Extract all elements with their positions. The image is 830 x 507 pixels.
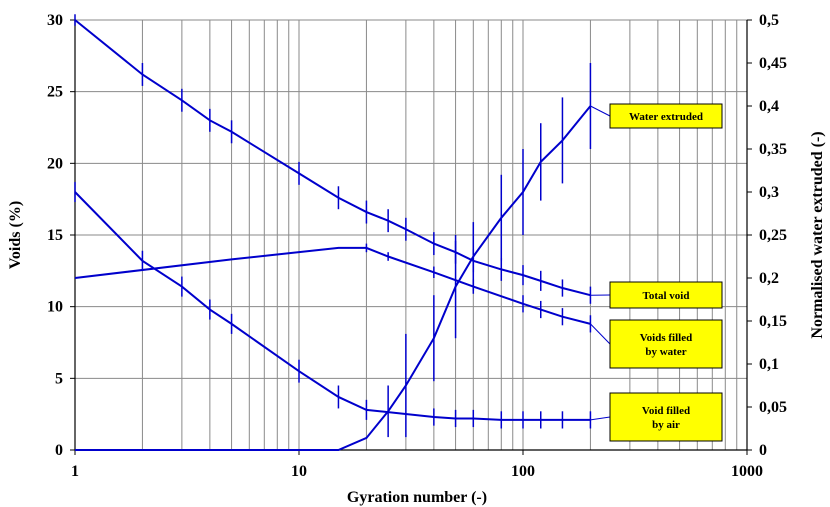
axes [70, 19, 752, 455]
callout-box [609, 319, 723, 369]
callout-label: by air [652, 419, 680, 431]
y-right-tick-label: 0,25 [759, 227, 787, 244]
y-right-tick-label: 0,35 [759, 141, 787, 158]
callout-total-void: Total void [590, 281, 723, 309]
callout-water-extruded: Water extruded [590, 103, 723, 129]
y-axis-left-title: Voids (%) [7, 201, 24, 269]
callout-box [609, 103, 723, 129]
callout-voids-filled-by-water: Voids filled by water [590, 319, 723, 369]
y-right-tick-label: 0,3 [759, 184, 779, 201]
callout-label: Void filled [642, 405, 690, 417]
callout-leader [590, 416, 611, 421]
callout-leader [590, 105, 611, 117]
callout-label: Total void [643, 290, 690, 302]
y-left-tick-label: 5 [55, 370, 63, 387]
y-left-tick-label: 30 [47, 12, 63, 29]
callout-void-filled-by-air: Void filled by air [590, 392, 723, 442]
tick-labels: 0 5 10 15 20 25 30 0 0,05 0,1 0,15 0,2 0,25 0,3 0,35 0,… [47, 12, 787, 480]
y-right-tick-label: 0,15 [759, 313, 787, 330]
y-right-tick-label: 0,4 [759, 98, 779, 115]
y-left-tick-label: 10 [47, 299, 63, 316]
series-voids-filled-by-water [74, 243, 592, 333]
series-line [74, 19, 591, 297]
series-layer [74, 14, 592, 451]
series-void-filled-by-air [74, 181, 592, 429]
y-left-tick-label: 15 [47, 227, 63, 244]
y-axis-right-title: Normalised water extruded (-) [809, 131, 826, 338]
callout-box [609, 281, 723, 309]
y-left-tick-label: 0 [55, 442, 63, 459]
x-tick-label: 1 [71, 463, 79, 480]
series-water-extruded [75, 63, 592, 451]
grid-lines [74, 19, 748, 451]
y-right-tick-label: 0,05 [759, 399, 787, 416]
x-tick-label: 1000 [731, 463, 763, 480]
series-line [74, 191, 591, 421]
y-right-tick-label: 0,45 [759, 55, 787, 72]
callout-box [609, 392, 723, 442]
callout-label: Voids filled [640, 332, 692, 344]
callout-leader [590, 323, 611, 345]
y-left-tick-label: 20 [47, 155, 63, 172]
y-right-tick-label: 0,1 [759, 356, 779, 373]
y-right-tick-label: 0,2 [759, 270, 779, 287]
y-left-tick-label: 25 [47, 84, 63, 101]
x-tick-label: 100 [511, 463, 535, 480]
callout-label: by water [645, 346, 686, 358]
x-axis-title: Gyration number (-) [347, 489, 487, 506]
callout-label: Water extruded [629, 111, 703, 123]
callouts: Water extruded Total void Voids filled by w… [590, 103, 723, 442]
y-right-tick-label: 0 [759, 442, 767, 459]
y-right-tick-label: 0,5 [759, 12, 779, 29]
x-tick-label: 10 [291, 463, 307, 480]
